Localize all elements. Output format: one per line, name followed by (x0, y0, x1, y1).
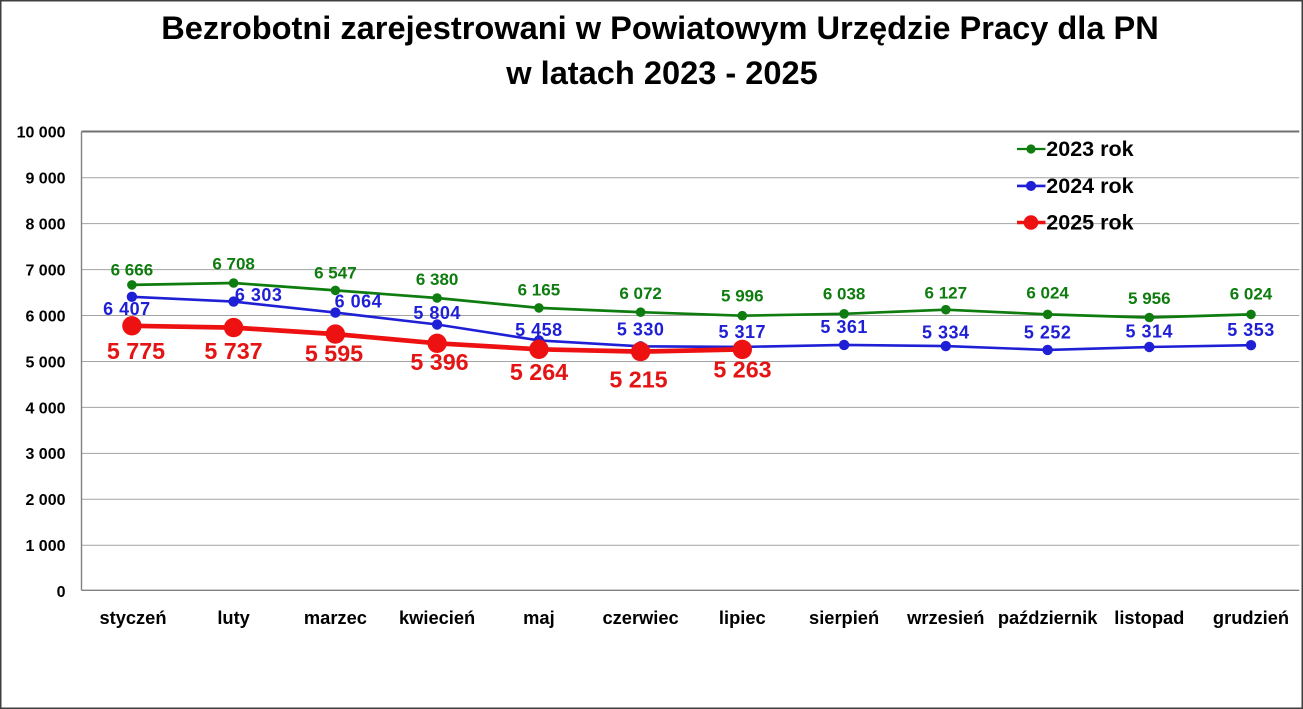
svg-text:6 024: 6 024 (1230, 285, 1273, 304)
svg-text:grudzień: grudzień (1213, 607, 1289, 628)
svg-text:3 000: 3 000 (25, 446, 65, 463)
svg-text:5 314: 5 314 (1126, 321, 1174, 341)
svg-text:w latach 2023 - 2025: w latach 2023 - 2025 (505, 54, 818, 91)
svg-text:5 000: 5 000 (25, 354, 65, 371)
svg-text:5 353: 5 353 (1227, 320, 1275, 340)
svg-text:6 303: 6 303 (235, 285, 283, 305)
svg-text:5 737: 5 737 (204, 338, 262, 364)
svg-text:5 215: 5 215 (609, 367, 667, 393)
svg-text:5 804: 5 804 (413, 303, 461, 323)
svg-text:6 000: 6 000 (25, 308, 65, 325)
svg-text:0: 0 (57, 584, 66, 601)
svg-text:styczeń: styczeń (99, 607, 166, 628)
svg-text:listopad: listopad (1114, 607, 1184, 628)
svg-text:marzec: marzec (304, 607, 367, 628)
svg-text:5 334: 5 334 (922, 322, 970, 342)
svg-text:6 072: 6 072 (619, 284, 662, 303)
svg-text:1 000: 1 000 (25, 538, 65, 555)
svg-text:5 361: 5 361 (820, 317, 868, 337)
svg-text:6 547: 6 547 (314, 264, 357, 283)
svg-text:maj: maj (523, 607, 555, 628)
svg-text:5 775: 5 775 (107, 338, 165, 364)
svg-text:4 000: 4 000 (25, 400, 65, 417)
svg-text:6 064: 6 064 (335, 291, 383, 311)
svg-text:2 000: 2 000 (25, 492, 65, 509)
svg-text:lipiec: lipiec (719, 607, 766, 628)
svg-text:2024 rok: 2024 rok (1046, 174, 1133, 198)
svg-text:5 956: 5 956 (1128, 289, 1171, 308)
svg-text:6 038: 6 038 (823, 284, 866, 303)
svg-text:czerwiec: czerwiec (602, 607, 678, 628)
svg-text:2023 rok: 2023 rok (1046, 137, 1133, 161)
svg-text:5 263: 5 263 (713, 356, 771, 382)
svg-text:Bezrobotni zarejestrowani w Po: Bezrobotni zarejestrowani w Powiatowym U… (161, 9, 1159, 46)
svg-text:2025 rok: 2025 rok (1046, 210, 1133, 234)
svg-text:10 000: 10 000 (17, 125, 66, 142)
svg-text:sierpień: sierpień (809, 607, 879, 628)
svg-text:5 996: 5 996 (721, 287, 764, 306)
svg-text:6 127: 6 127 (925, 284, 968, 303)
svg-text:6 024: 6 024 (1026, 284, 1069, 303)
svg-text:5 264: 5 264 (510, 359, 568, 385)
svg-text:wrzesień: wrzesień (906, 607, 984, 628)
svg-text:luty: luty (217, 607, 250, 628)
svg-text:6 666: 6 666 (111, 260, 154, 279)
svg-text:6 407: 6 407 (103, 299, 151, 319)
svg-text:5 252: 5 252 (1024, 322, 1072, 342)
svg-text:6 165: 6 165 (518, 280, 561, 299)
svg-text:6 380: 6 380 (416, 270, 459, 289)
svg-text:5 595: 5 595 (305, 341, 363, 367)
svg-text:5 396: 5 396 (410, 349, 468, 375)
svg-text:5 458: 5 458 (515, 320, 563, 340)
svg-text:5 330: 5 330 (617, 319, 665, 339)
svg-text:9 000: 9 000 (25, 171, 65, 188)
svg-text:kwiecień: kwiecień (399, 607, 475, 628)
svg-text:6 708: 6 708 (212, 255, 255, 274)
svg-text:5 317: 5 317 (719, 322, 767, 342)
svg-text:8 000: 8 000 (25, 217, 65, 234)
svg-text:październik: październik (998, 607, 1098, 628)
svg-text:7 000: 7 000 (25, 262, 65, 279)
